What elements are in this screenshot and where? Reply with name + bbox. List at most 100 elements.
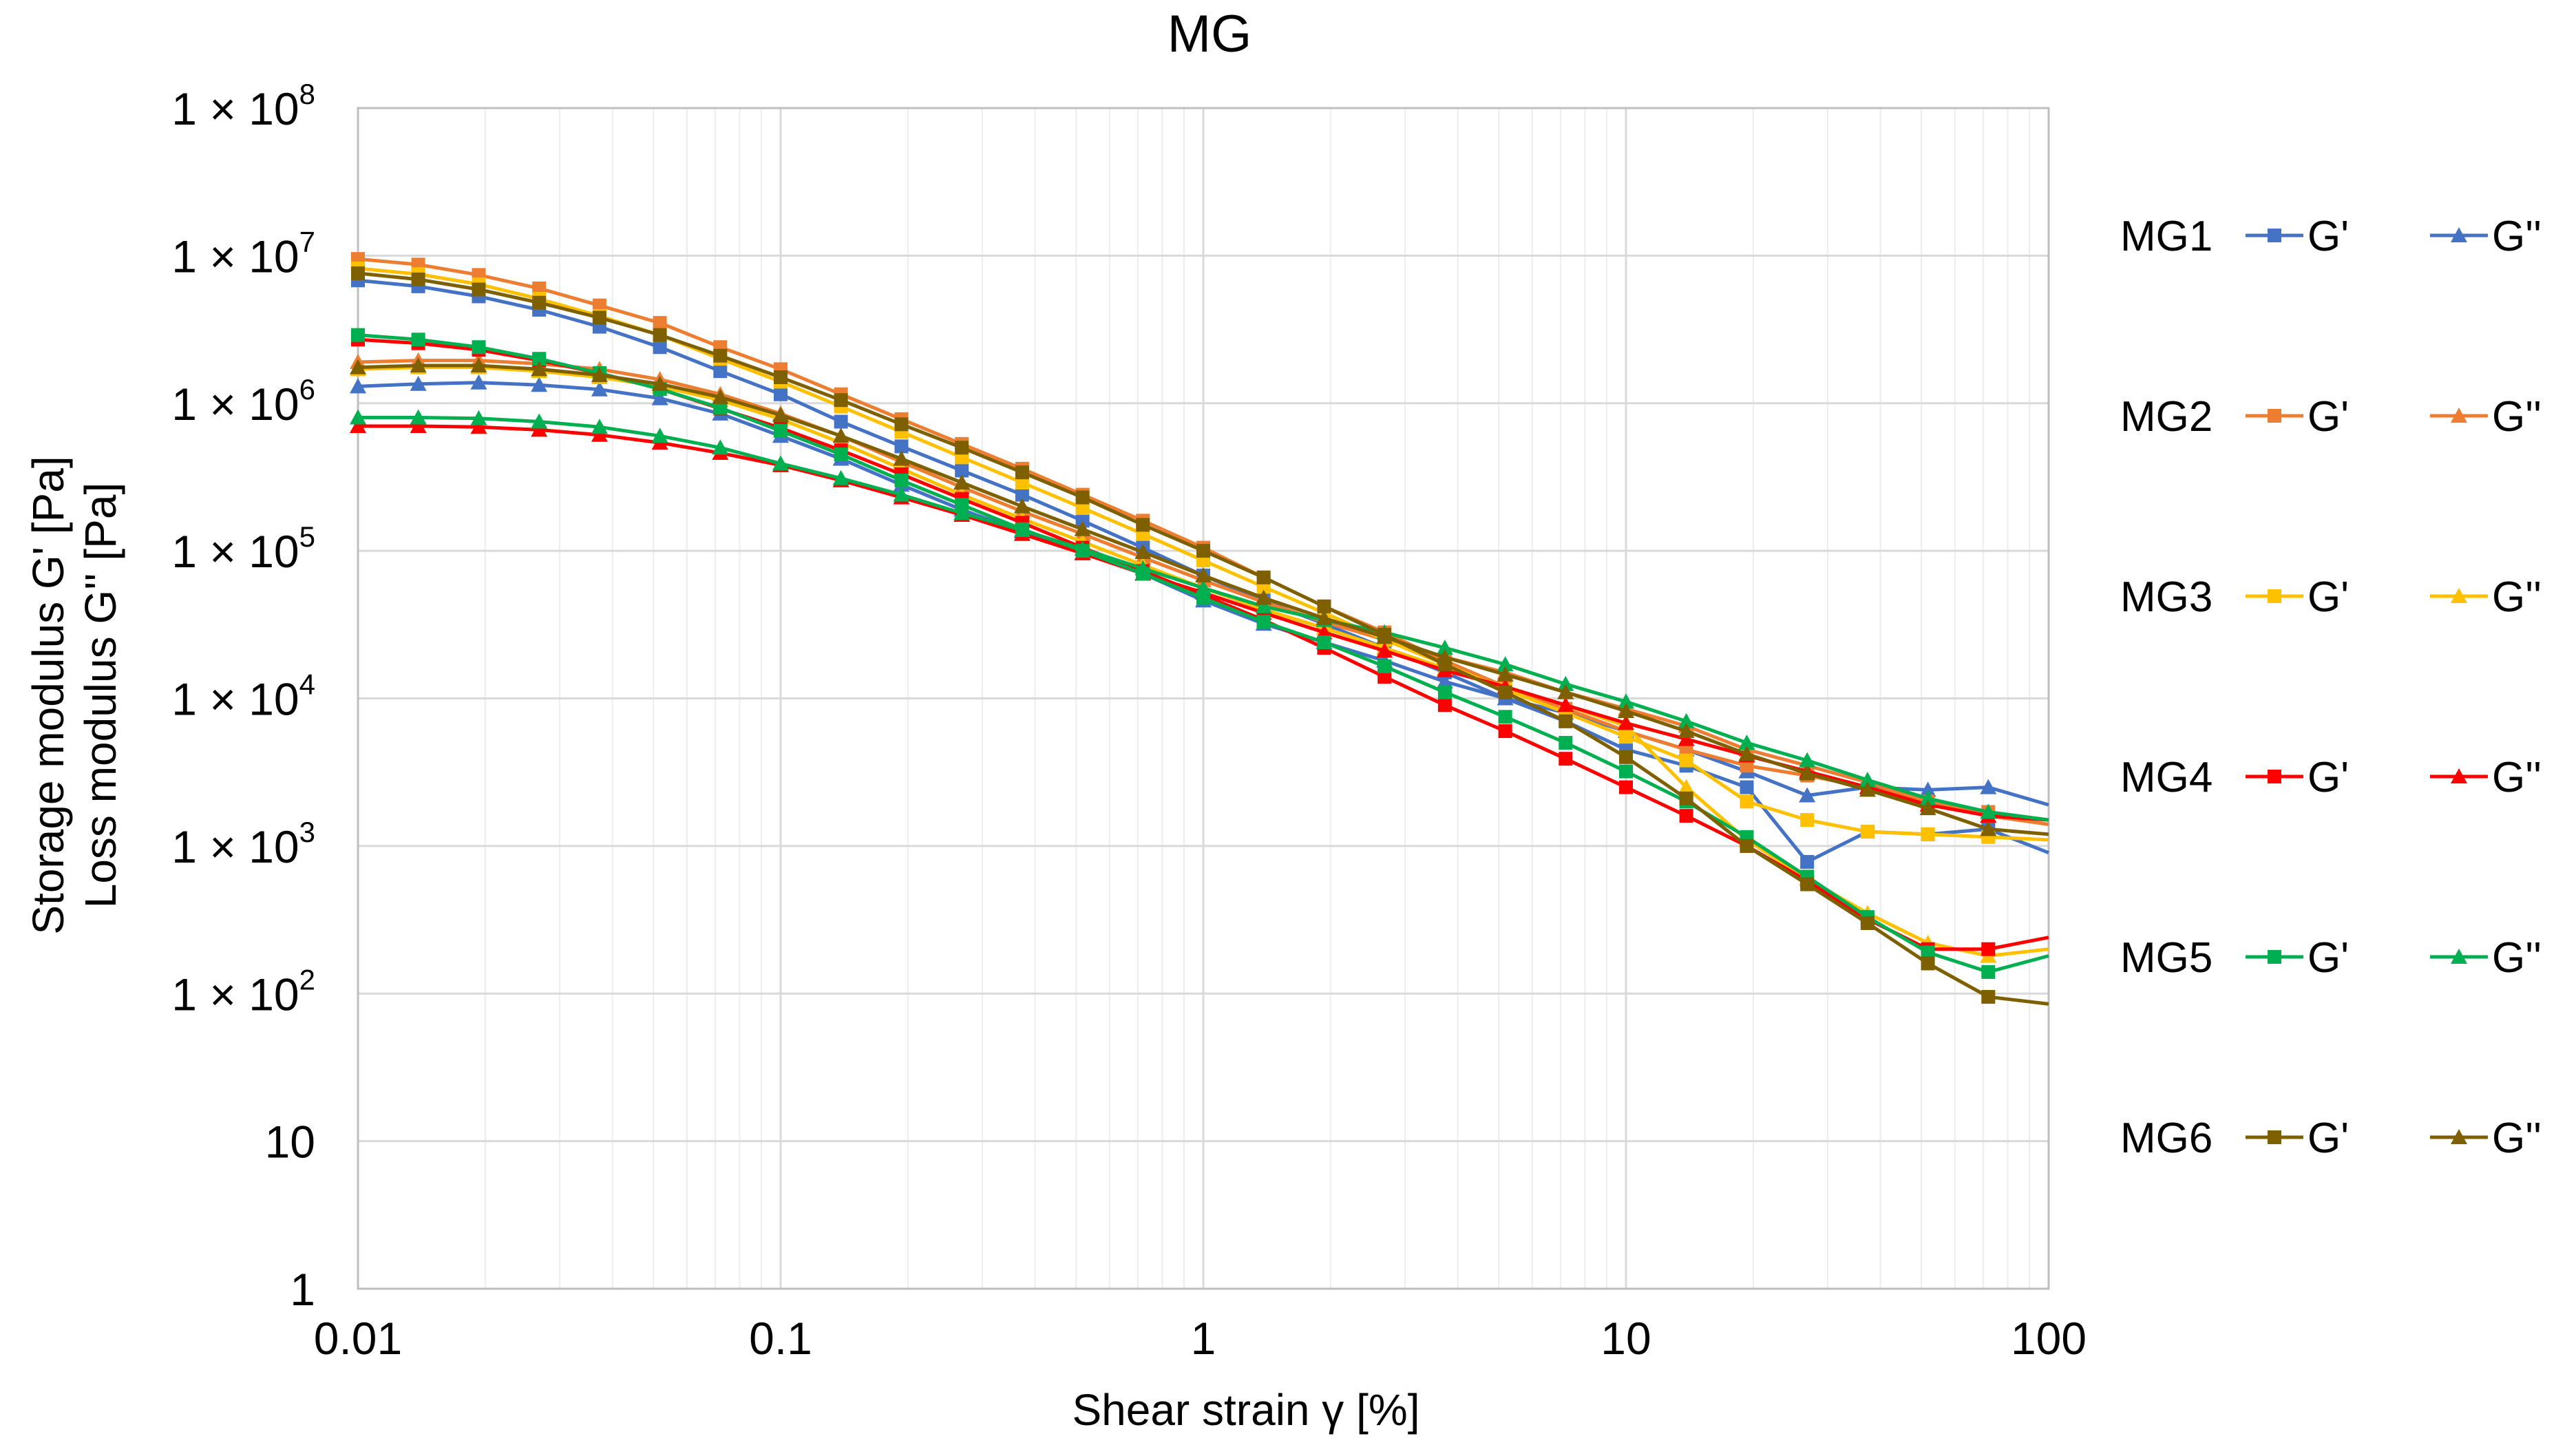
data-point bbox=[1740, 838, 1754, 853]
data-point bbox=[953, 505, 971, 520]
legend-group-label: MG2 bbox=[2120, 393, 2212, 441]
legend-marker bbox=[2268, 409, 2281, 423]
legend-marker bbox=[2451, 588, 2467, 603]
data-point bbox=[834, 414, 848, 429]
data-point bbox=[1619, 780, 1633, 794]
x-axis-title: Shear strain γ [%] bbox=[1072, 1385, 1419, 1435]
legend-series-label: G'' bbox=[2492, 1115, 2542, 1162]
data-point bbox=[532, 281, 547, 295]
y-tick-label: 1 bbox=[290, 1264, 315, 1315]
data-point bbox=[351, 266, 365, 280]
y-tick-label: 10 bbox=[265, 1117, 315, 1168]
data-point bbox=[1377, 659, 1392, 673]
data-point bbox=[1799, 787, 1816, 803]
data-point bbox=[1255, 598, 1272, 613]
y-tick-exponent: 3 bbox=[299, 816, 315, 848]
y-tick-mantissa: 1 × 10 bbox=[171, 969, 299, 1020]
data-point bbox=[592, 298, 606, 313]
data-point bbox=[531, 361, 548, 377]
data-point bbox=[832, 469, 849, 485]
data-point bbox=[894, 473, 909, 487]
data-point bbox=[1013, 522, 1031, 538]
data-point bbox=[713, 364, 728, 379]
data-point bbox=[1921, 956, 1935, 971]
legend-marker bbox=[2451, 949, 2467, 964]
y-tick-label: 1 × 105 bbox=[171, 520, 315, 577]
data-point bbox=[1618, 702, 1634, 718]
data-point bbox=[712, 439, 729, 455]
data-point bbox=[1919, 790, 1936, 805]
legend-row-mg6: MG6 G' G'' bbox=[2120, 1115, 2542, 1162]
data-point bbox=[1559, 714, 1573, 728]
data-point bbox=[834, 447, 848, 462]
data-point bbox=[1436, 673, 1453, 689]
data-point bbox=[410, 417, 427, 433]
data-point bbox=[1800, 813, 1815, 827]
data-point bbox=[1740, 794, 1754, 809]
data-point bbox=[1980, 803, 1997, 819]
data-point bbox=[1436, 648, 1453, 664]
data-point bbox=[772, 407, 789, 423]
data-point bbox=[470, 357, 487, 373]
data-point bbox=[1559, 736, 1573, 750]
legend-group-label: MG1 bbox=[2120, 213, 2212, 260]
data-point bbox=[592, 310, 606, 325]
legend-series-label: G'' bbox=[2492, 934, 2542, 982]
plot-frame bbox=[357, 107, 2050, 1290]
data-point bbox=[1376, 642, 1393, 658]
x-axis-tick-labels: 0.01 0.1 1 10 100 bbox=[314, 1313, 2087, 1364]
data-point bbox=[1015, 487, 1029, 502]
data-point bbox=[1074, 520, 1091, 536]
legend-group-label: MG5 bbox=[2120, 934, 2212, 982]
data-point bbox=[1981, 942, 1996, 956]
x-tick-label: 0.01 bbox=[314, 1313, 402, 1364]
data-point bbox=[1134, 544, 1152, 560]
data-point bbox=[1678, 730, 1695, 746]
legend-marker bbox=[2268, 770, 2281, 783]
data-point bbox=[1074, 540, 1091, 556]
legend-group-label: MG4 bbox=[2120, 754, 2212, 801]
y-tick-exponent: 8 bbox=[299, 78, 315, 110]
data-point bbox=[1377, 670, 1392, 684]
data-point bbox=[1316, 609, 1333, 625]
y-tick-label: 1 × 107 bbox=[171, 225, 315, 282]
legend-series-label: G' bbox=[2307, 213, 2349, 260]
data-point bbox=[653, 328, 667, 342]
data-point bbox=[1800, 877, 1815, 891]
series-mg1-storage bbox=[351, 273, 2049, 869]
data-point bbox=[1921, 945, 1935, 960]
data-point bbox=[1679, 742, 1693, 757]
y-tick-mantissa: 1 × 10 bbox=[171, 379, 299, 430]
data-point bbox=[350, 359, 366, 374]
legend-group-label: MG3 bbox=[2120, 573, 2212, 621]
data-point bbox=[1738, 735, 1755, 750]
data-point bbox=[894, 439, 909, 454]
data-point bbox=[1196, 544, 1210, 558]
series-mg5-loss bbox=[350, 409, 2049, 822]
data-point bbox=[1678, 713, 1695, 728]
y-axis-title-loss: Loss modulus G'' [Pa] bbox=[76, 483, 125, 909]
y-tick-label: 1 × 106 bbox=[171, 373, 315, 430]
series-mg6-storage bbox=[351, 266, 2049, 1006]
data-point bbox=[411, 333, 425, 347]
series-mg5-storage bbox=[351, 328, 2049, 979]
data-point bbox=[350, 409, 366, 425]
y-tick-mantissa: 1 × 10 bbox=[171, 821, 299, 872]
data-point bbox=[1740, 780, 1754, 794]
data-point bbox=[1437, 685, 1452, 699]
data-point bbox=[834, 393, 848, 408]
data-point bbox=[1436, 640, 1453, 655]
data-point bbox=[1678, 723, 1695, 739]
data-point bbox=[1678, 779, 1695, 794]
legend-marker bbox=[2451, 1129, 2467, 1144]
data-point bbox=[893, 486, 910, 502]
data-point bbox=[531, 377, 548, 392]
y-tick-label: 1 × 104 bbox=[171, 668, 315, 725]
legend-row-mg2: MG2 G' G'' bbox=[2120, 393, 2542, 441]
data-point bbox=[532, 295, 547, 310]
data-point bbox=[1981, 964, 1996, 979]
data-point bbox=[713, 401, 728, 415]
data-point bbox=[1134, 560, 1152, 576]
data-point bbox=[1559, 752, 1573, 766]
data-point bbox=[651, 390, 668, 405]
